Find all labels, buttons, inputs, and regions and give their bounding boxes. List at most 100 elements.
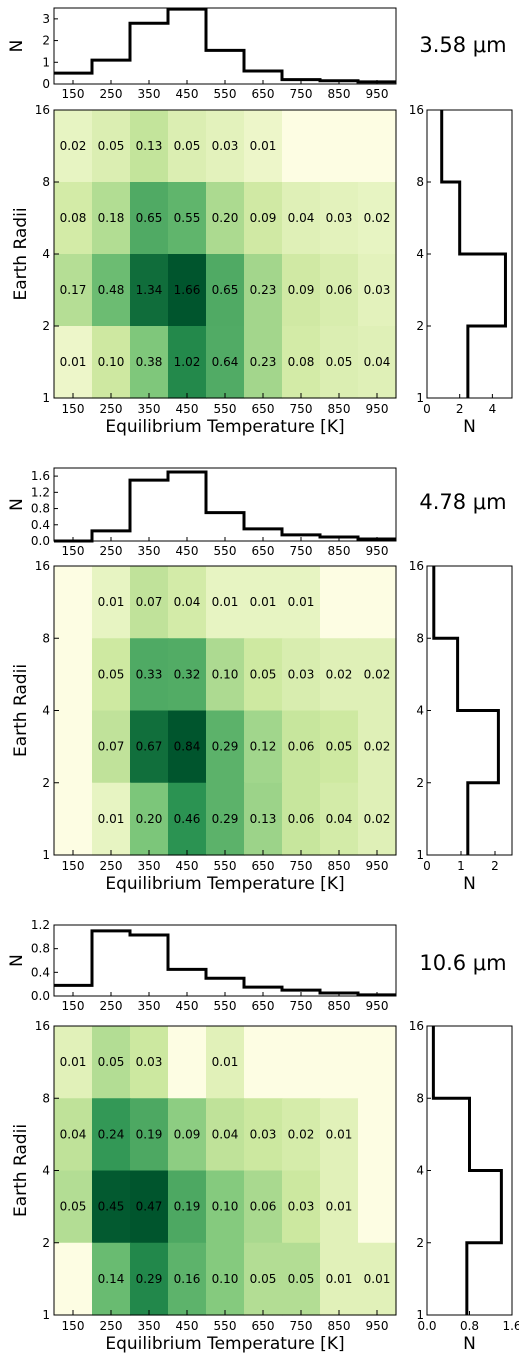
heatmap-cell bbox=[54, 1170, 93, 1244]
heatmap-cell bbox=[244, 1242, 283, 1316]
cell-value-label: 0.01 bbox=[212, 595, 239, 609]
heatmap-cell bbox=[282, 326, 321, 399]
cell-value-label: 0.01 bbox=[60, 355, 87, 369]
hist-y-tick-label: 3 bbox=[42, 12, 50, 26]
cell-value-label: 0.01 bbox=[98, 595, 125, 609]
x-tick-label: 850 bbox=[328, 1319, 351, 1333]
heatmap-cell bbox=[244, 254, 283, 327]
cell-value-label: 1.02 bbox=[174, 355, 201, 369]
hist-x-tick-label: 550 bbox=[214, 999, 237, 1013]
cell-value-label: 0.03 bbox=[326, 211, 353, 225]
heatmap-cell bbox=[168, 1170, 207, 1244]
top-histogram-line bbox=[54, 470, 396, 543]
cell-value-label: 0.01 bbox=[250, 139, 277, 153]
heatmap-cell bbox=[130, 326, 169, 399]
heatmap-cell bbox=[168, 254, 207, 327]
cell-value-label: 0.17 bbox=[60, 283, 87, 297]
cell-value-label: 0.23 bbox=[250, 283, 277, 297]
cell-value-label: 0.01 bbox=[60, 1055, 87, 1069]
cell-value-label: 0.01 bbox=[326, 1127, 353, 1141]
heatmap-cell bbox=[320, 782, 359, 856]
y-axis-label: Earth Radii bbox=[11, 207, 31, 300]
cell-value-label: 0.84 bbox=[174, 740, 201, 754]
cell-value-label: 0.65 bbox=[212, 283, 239, 297]
heatmap-cell bbox=[320, 1170, 359, 1244]
cell-value-label: 0.01 bbox=[250, 595, 277, 609]
cell-value-label: 0.10 bbox=[212, 667, 239, 681]
cell-value-label: 0.10 bbox=[212, 1272, 239, 1286]
cell-value-label: 0.01 bbox=[288, 595, 315, 609]
heatmap-cell bbox=[206, 326, 245, 399]
side-y-tick-label: 16 bbox=[409, 559, 424, 573]
hist-x-tick-label: 150 bbox=[62, 999, 85, 1013]
side-y-tick-label: 4 bbox=[416, 704, 424, 718]
x-tick-label: 650 bbox=[252, 402, 275, 416]
hist-y-tick-label: 0.8 bbox=[31, 942, 50, 956]
heatmap-cell bbox=[358, 182, 397, 255]
cell-value-label: 0.32 bbox=[174, 667, 201, 681]
side-y-tick-label: 16 bbox=[409, 1019, 424, 1033]
cell-value-label: 0.06 bbox=[288, 740, 315, 754]
side-x-tick-label: 0.0 bbox=[417, 1319, 436, 1333]
x-tick-label: 450 bbox=[176, 402, 199, 416]
hist-y-axis-label: N bbox=[7, 498, 27, 511]
cell-value-label: 0.05 bbox=[250, 1272, 277, 1286]
hist-x-tick-label: 550 bbox=[214, 87, 237, 101]
y-tick-label: 2 bbox=[42, 319, 50, 333]
wavelength-label: 4.78 μm bbox=[419, 490, 506, 514]
heatmap-cell bbox=[92, 182, 131, 255]
heatmap-cell bbox=[244, 638, 283, 712]
hist-x-tick-label: 450 bbox=[176, 544, 199, 558]
y-tick-label: 1 bbox=[42, 391, 50, 405]
heatmap-cell bbox=[130, 638, 169, 712]
x-axis-label: Equilibrium Temperature [K] bbox=[105, 1334, 344, 1354]
heatmap-cell bbox=[92, 1098, 131, 1172]
cell-value-label: 0.01 bbox=[212, 1055, 239, 1069]
cell-value-label: 0.02 bbox=[60, 139, 87, 153]
cell-value-label: 0.02 bbox=[288, 1127, 315, 1141]
side-y-tick-label: 4 bbox=[416, 1164, 424, 1178]
x-axis-label: Equilibrium Temperature [K] bbox=[105, 874, 344, 894]
side-y-tick-label: 8 bbox=[416, 175, 424, 189]
heatmap-cell bbox=[54, 326, 93, 399]
heatmap-cell bbox=[244, 1098, 283, 1172]
x-tick-label: 250 bbox=[100, 1319, 123, 1333]
heatmap-cell bbox=[54, 254, 93, 327]
hist-x-tick-label: 350 bbox=[138, 999, 161, 1013]
cell-value-label: 0.04 bbox=[60, 1127, 87, 1141]
side-y-tick-label: 8 bbox=[416, 1091, 424, 1105]
heatmap-cell bbox=[244, 182, 283, 255]
hist-y-tick-label: 1.6 bbox=[31, 469, 50, 483]
side-y-tick-label: 1 bbox=[416, 391, 424, 405]
cell-value-label: 0.04 bbox=[364, 355, 391, 369]
x-tick-label: 950 bbox=[366, 859, 389, 873]
heatmap-cell bbox=[206, 782, 245, 856]
heatmap-cell bbox=[54, 638, 93, 712]
side-y-tick-label: 1 bbox=[416, 1308, 424, 1322]
cell-value-label: 0.08 bbox=[288, 355, 315, 369]
x-tick-label: 350 bbox=[138, 859, 161, 873]
cell-value-label: 0.03 bbox=[212, 139, 239, 153]
side-y-tick-label: 16 bbox=[409, 103, 424, 117]
y-tick-label: 16 bbox=[35, 103, 50, 117]
y-tick-label: 4 bbox=[42, 704, 50, 718]
heatmap-cell bbox=[54, 110, 93, 183]
hist-x-tick-label: 150 bbox=[62, 544, 85, 558]
cell-value-label: 0.07 bbox=[136, 595, 163, 609]
heatmap-cell bbox=[92, 110, 131, 183]
heatmap-cell bbox=[282, 110, 321, 183]
heatmap-cell bbox=[320, 182, 359, 255]
heatmap-cell bbox=[206, 1098, 245, 1172]
cell-value-label: 0.02 bbox=[364, 667, 391, 681]
cell-value-label: 0.13 bbox=[136, 139, 163, 153]
heatmap-cell bbox=[168, 638, 207, 712]
heatmap-cell bbox=[130, 710, 169, 784]
cell-value-label: 0.09 bbox=[174, 1127, 201, 1141]
cell-value-label: 0.10 bbox=[98, 355, 125, 369]
heatmap-cell bbox=[54, 1242, 93, 1316]
side-histogram-line bbox=[432, 566, 500, 855]
cell-value-label: 0.46 bbox=[174, 812, 201, 826]
x-tick-label: 450 bbox=[176, 859, 199, 873]
heatmap-cell bbox=[206, 1026, 245, 1099]
